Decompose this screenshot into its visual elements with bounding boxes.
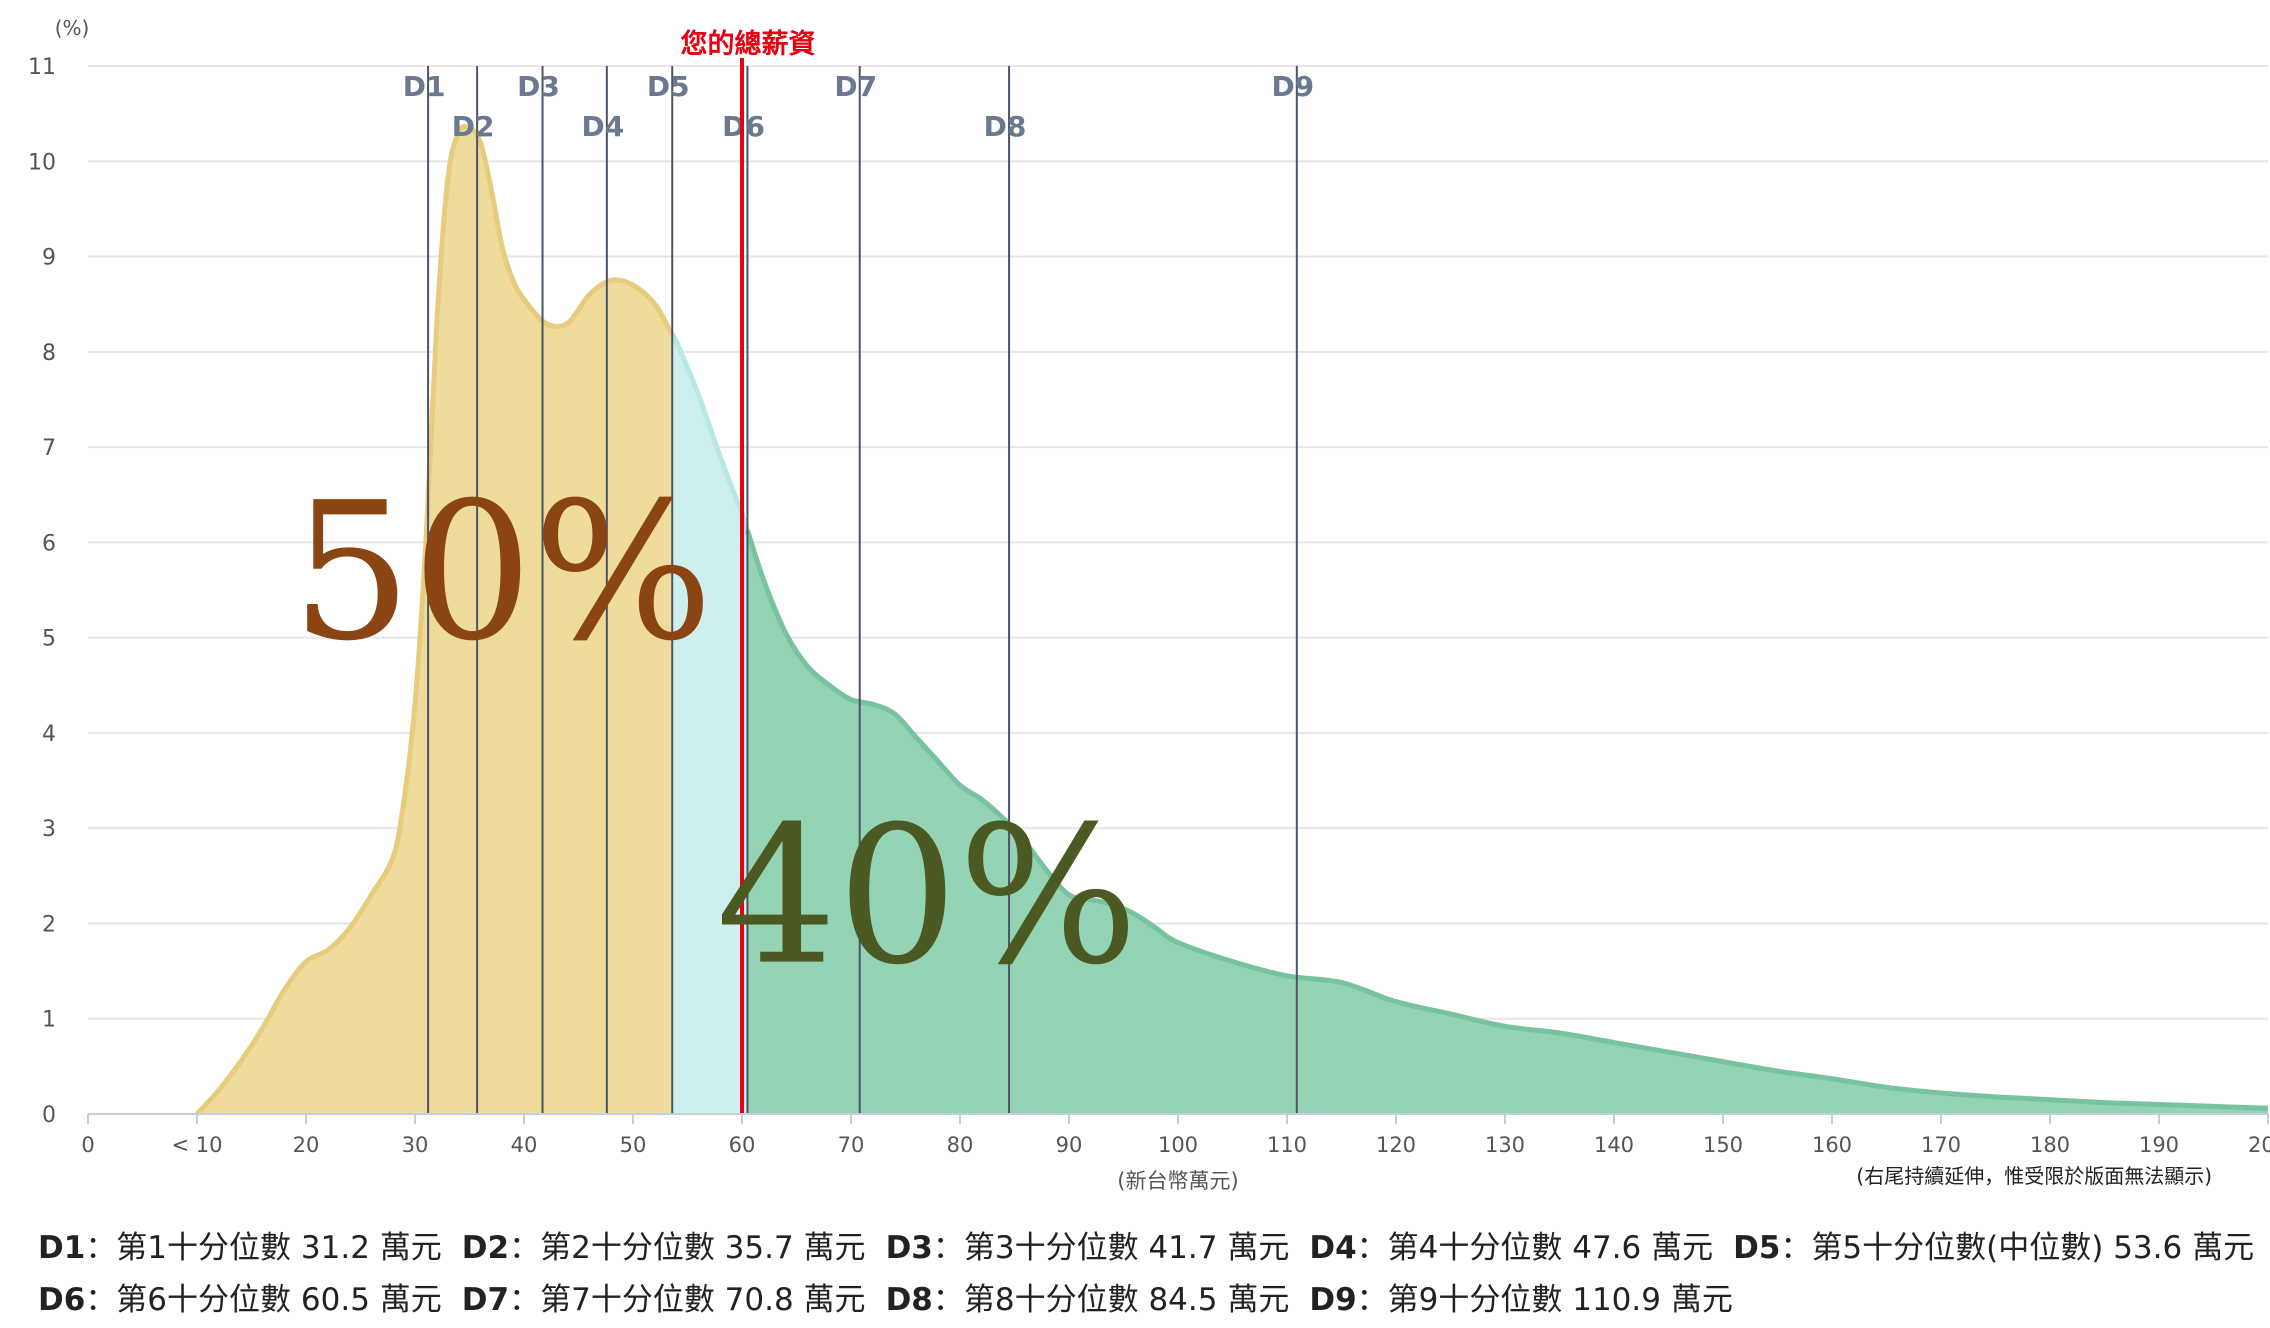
decile-label-d2: D2: [452, 110, 495, 143]
x-tick-label: 110: [1267, 1133, 1307, 1157]
legend-desc: ：第6十分位數 60.5 萬元: [85, 1282, 442, 1318]
x-tick-label: 190: [2139, 1133, 2179, 1157]
x-tick-label: 180: [2030, 1133, 2070, 1157]
x-tick-label: 120: [1376, 1133, 1416, 1157]
legend-desc: ：第5十分位數(中位數) 53.6 萬元: [1780, 1230, 2255, 1266]
x-tick-label: 170: [1921, 1133, 1961, 1157]
legend-key: D7: [461, 1282, 510, 1318]
x-tick-label: 40: [511, 1133, 538, 1157]
decile-label-d1: D1: [403, 70, 446, 103]
legend-row: D1：第1十分位數 31.2 萬元 D2：第2十分位數 35.7 萬元 D3：第3十…: [38, 1222, 2258, 1274]
legend-item-d2: D2：第2十分位數 35.7 萬元: [462, 1230, 866, 1266]
y-tick-label: 7: [42, 436, 56, 461]
x-tick-label: 160: [1812, 1133, 1852, 1157]
region-percent-label-1: 50%: [291, 462, 713, 683]
x-tick-label: 30: [402, 1133, 429, 1157]
x-tick-label: 90: [1056, 1133, 1083, 1157]
legend-desc: ：第3十分位數 41.7 萬元: [932, 1230, 1290, 1266]
density-areas: [195, 123, 2269, 1116]
y-tick-label: 8: [42, 341, 56, 366]
y-tick-label: 9: [42, 246, 56, 271]
legend-item-d5: D5：第5十分位數(中位數) 53.6 萬元: [1733, 1230, 2254, 1266]
x-tick-label: 70: [838, 1133, 865, 1157]
legend-desc: ：第1十分位數 31.2 萬元: [85, 1230, 442, 1266]
chart-labels: 您的總薪資 50%40%: [291, 28, 1138, 1007]
y-tick-label: 0: [42, 1103, 56, 1128]
y-tick-label: 6: [42, 531, 56, 556]
legend-key: D6: [38, 1282, 86, 1318]
legend-item-d4: D4：第4十分位數 47.6 萬元: [1309, 1230, 1713, 1266]
legend-item-d8: D8：第8十分位數 84.5 萬元: [886, 1282, 1290, 1318]
x-axis-label: (新台幣萬元): [1117, 1169, 1238, 1193]
legend-key: D2: [461, 1230, 510, 1266]
legend-key: D9: [1309, 1282, 1357, 1318]
y-tick-label: 10: [28, 150, 56, 175]
area-outline-3: [745, 529, 2269, 1111]
y-tick-label: 4: [42, 722, 56, 747]
y-tick-label: 5: [42, 627, 56, 652]
y-tick-label: 1: [42, 1008, 56, 1033]
legend-item-d7: D7：第7十分位數 70.8 萬元: [462, 1282, 866, 1318]
x-tick-label: 0: [81, 1133, 94, 1157]
decile-label-d7: D7: [834, 70, 877, 103]
legend-desc: ：第7十分位數 70.8 萬元: [509, 1282, 866, 1318]
legend-item-d3: D3：第3十分位數 41.7 萬元: [886, 1230, 1290, 1266]
legend-key: D1: [38, 1230, 86, 1266]
x-tick-label: 60: [729, 1133, 756, 1157]
y-axis-label: (%): [55, 16, 90, 40]
salary-line-label: 您的總薪資: [681, 28, 816, 60]
axes: 0 1 2 3 4 5 6 7 8 9 10 11 (%) 0 < 10 20 30 40 50 60 70 80 90 10…: [28, 16, 2270, 1193]
tail-note: (右尾持續延伸，惟受限於版面無法顯示): [1856, 1164, 2212, 1188]
area-region-1: [197, 126, 673, 1115]
legend-desc: ：第9十分位數 110.9 萬元: [1356, 1282, 1733, 1318]
x-tick-label: 100: [1158, 1133, 1198, 1157]
x-tick-label: 20: [293, 1133, 320, 1157]
legend-item-d1: D1：第1十分位數 31.2 萬元: [38, 1230, 442, 1266]
legend-key: D5: [1733, 1230, 1781, 1266]
decile-lines: D1D2D3D4D5D6D7D8D9: [403, 58, 1314, 1114]
decile-label-d9: D9: [1271, 70, 1314, 103]
x-tick-label: < 10: [172, 1133, 223, 1157]
legend-row: D6：第6十分位數 60.5 萬元 D7：第7十分位數 70.8 萬元 D8：第8十…: [38, 1274, 2258, 1326]
region-percent-label-3: 40%: [716, 786, 1138, 1007]
legend-key: D8: [885, 1282, 933, 1318]
legend-key: D4: [1309, 1230, 1357, 1266]
decile-legend: D1：第1十分位數 31.2 萬元 D2：第2十分位數 35.7 萬元 D3：第3十…: [38, 1222, 2258, 1326]
area-region-3: [747, 530, 2269, 1114]
area-outline-1: [195, 123, 675, 1116]
x-tick-label: 80: [947, 1133, 974, 1157]
decile-label-d4: D4: [581, 110, 624, 143]
y-tick-label: 11: [28, 55, 56, 80]
x-tick-label: 130: [1485, 1133, 1525, 1157]
x-tick-label: 140: [1594, 1133, 1634, 1157]
decile-label-d3: D3: [517, 70, 560, 103]
legend-desc: ：第4十分位數 47.6 萬元: [1356, 1230, 1714, 1266]
legend-key: D3: [885, 1230, 933, 1266]
decile-label-d5: D5: [647, 70, 690, 103]
legend-desc: ：第8十分位數 84.5 萬元: [932, 1282, 1290, 1318]
legend-desc: ：第2十分位數 35.7 萬元: [509, 1230, 866, 1266]
x-tick-label: 50: [620, 1133, 647, 1157]
x-tick-label: 150: [1703, 1133, 1743, 1157]
legend-item-d9: D9：第9十分位數 110.9 萬元: [1309, 1282, 1733, 1318]
x-tick-label: 200: [2248, 1133, 2270, 1157]
y-tick-label: 2: [42, 912, 56, 937]
y-tick-label: 3: [42, 817, 56, 842]
legend-item-d6: D6：第6十分位數 60.5 萬元: [38, 1282, 442, 1318]
area-region-2: [672, 334, 748, 1115]
decile-label-d8: D8: [984, 110, 1027, 143]
